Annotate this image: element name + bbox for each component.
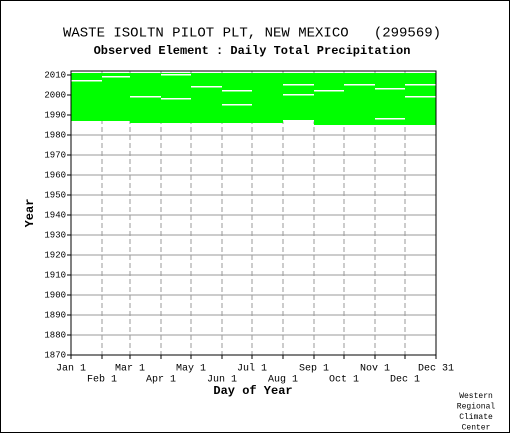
y-tick-label: 1950 (44, 190, 66, 200)
data-gap (375, 118, 405, 120)
y-tick-label: 1940 (44, 210, 66, 220)
data-gap (130, 96, 161, 98)
y-tick-label: 2000 (44, 90, 66, 100)
chart-title: WASTE ISOLTN PILOT PLT, NEW MEXICO (2995… (63, 26, 441, 42)
footnote-line: Center (462, 424, 491, 433)
y-axis-label: Year (23, 199, 37, 228)
y-tick-label: 1980 (44, 130, 66, 140)
data-gap (191, 86, 222, 88)
x-tick-label: Nov 1 (360, 364, 390, 375)
x-tick-label: Jan 1 (56, 364, 86, 375)
x-tick-label: Apr 1 (146, 375, 176, 386)
x-tick-label: Oct 1 (329, 375, 359, 386)
y-tick-label: 2010 (44, 70, 66, 80)
x-tick-label: Jul 1 (237, 363, 267, 375)
coverage-band (314, 73, 436, 125)
data-gap (71, 80, 102, 82)
y-tick-label: 1960 (44, 170, 66, 180)
x-tick-label: Aug 1 (268, 375, 298, 386)
y-tick-label: 1970 (44, 150, 66, 160)
chart-subtitle: Observed Element : Daily Total Precipita… (94, 44, 411, 58)
footnote-line: Regional (457, 403, 496, 412)
y-tick-label: 1870 (44, 350, 66, 360)
data-gap (161, 98, 191, 100)
x-tick-label: Jun 1 (207, 375, 237, 386)
coverage-band (130, 73, 283, 123)
data-gap (314, 90, 344, 92)
x-tick-label: Sep 1 (299, 364, 329, 375)
data-gap (405, 96, 436, 98)
data-gap (102, 76, 130, 78)
data-gap (375, 88, 405, 90)
y-tick-label: 1910 (44, 270, 66, 280)
x-axis-label: Day of Year (213, 384, 292, 398)
data-gap (344, 84, 375, 86)
plot-border (70, 70, 437, 356)
x-tick-label: May 1 (176, 364, 206, 375)
y-tick-label: 1930 (44, 230, 66, 240)
data-gap (161, 74, 191, 76)
y-tick-label: 1880 (44, 330, 66, 340)
data-gap (222, 90, 252, 92)
footnote-line: Climate (459, 413, 493, 422)
x-tick-label: Feb 1 (87, 374, 117, 386)
x-tick-label: Dec 1 (390, 375, 420, 386)
data-gap (283, 94, 314, 96)
y-tick-label: 1890 (44, 310, 66, 320)
data-gap (283, 84, 314, 86)
coverage-band (283, 73, 314, 121)
x-tick-label: Mar 1 (115, 364, 145, 375)
data-gap (405, 84, 436, 86)
data-gap (283, 120, 314, 122)
y-tick-label: 1920 (44, 250, 66, 260)
footnote-line: Western (459, 392, 493, 401)
y-tick-label: 1990 (44, 110, 66, 120)
y-tick-label: 1900 (44, 290, 66, 300)
x-tick-label: Dec 31 (418, 364, 454, 375)
data-gap (222, 104, 252, 106)
